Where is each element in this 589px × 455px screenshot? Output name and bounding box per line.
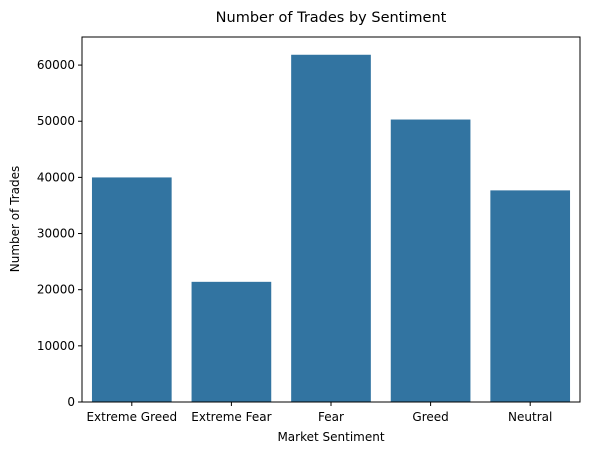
x-tick-label: Fear [318,410,344,424]
y-tick-label: 10000 [37,339,75,353]
x-tick-label: Neutral [508,410,552,424]
x-tick-label: Extreme Greed [86,410,177,424]
plot-frame [81,36,581,403]
y-tick-label: 0 [67,395,75,409]
x-axis-label: Market Sentiment [277,430,384,444]
bar-fear [291,54,371,402]
y-axis-ticks: 0 10000 20000 30000 40000 50000 60000 [37,58,82,409]
y-axis-label: Number of Trades [8,166,22,273]
y-tick-label: 40000 [37,170,75,184]
x-tick-label: Greed [412,410,448,424]
y-tick-label: 60000 [37,58,75,72]
bar-neutral [490,190,571,402]
y-tick-label: 50000 [37,114,75,128]
bars-group [91,54,571,403]
y-tick-label: 20000 [37,283,75,297]
x-tick-label: Extreme Fear [191,410,271,424]
bar-greed [390,119,471,403]
x-axis-ticks: Extreme Greed Extreme Fear Fear Greed Neutra… [86,402,552,424]
chart-title: Number of Trades by Sentiment [216,10,447,26]
bar-extreme-greed [91,177,172,402]
bar-extreme-fear [191,281,272,402]
y-tick-label: 30000 [37,227,75,241]
